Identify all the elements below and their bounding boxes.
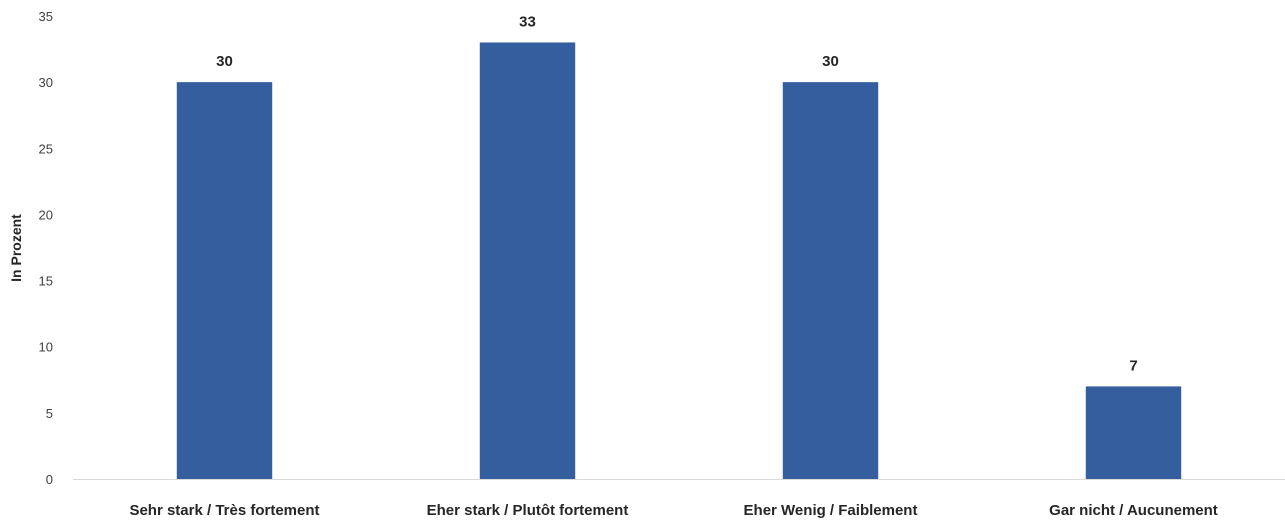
bar-value-label: 33: [519, 13, 536, 30]
bar: [479, 42, 576, 479]
x-category-label: Sehr stark / Très fortement: [129, 502, 319, 519]
category-labels: Sehr stark / Très fortement Eher stark / …: [129, 502, 1217, 519]
y-tick-label: 35: [39, 9, 53, 24]
y-axis-title: In Prozent: [8, 214, 24, 282]
y-tick-label: 10: [39, 340, 53, 355]
y-tick-label: 25: [39, 141, 53, 156]
y-tick-label: 15: [39, 274, 53, 289]
bar: [1085, 386, 1182, 479]
bar-value-label: 30: [216, 53, 233, 70]
bar-value-label: 30: [822, 53, 839, 70]
bar: [176, 82, 273, 480]
bar-value-label: 7: [1129, 357, 1137, 374]
y-tick-label: 30: [39, 75, 53, 90]
y-tick-label: 5: [46, 406, 53, 421]
x-category-label: Eher stark / Plutôt fortement: [427, 502, 629, 519]
data-labels: 30 33 30 7: [216, 13, 1138, 374]
y-tick-label: 0: [46, 472, 53, 487]
x-category-label: Eher Wenig / Faiblement: [744, 502, 918, 519]
y-axis-ticks: 0 5 10 15 20 25 30 35: [39, 9, 53, 487]
y-tick-label: 20: [39, 207, 53, 222]
bar: [782, 82, 879, 480]
bars: [176, 42, 1182, 480]
x-category-label: Gar nicht / Aucunement: [1049, 502, 1218, 519]
